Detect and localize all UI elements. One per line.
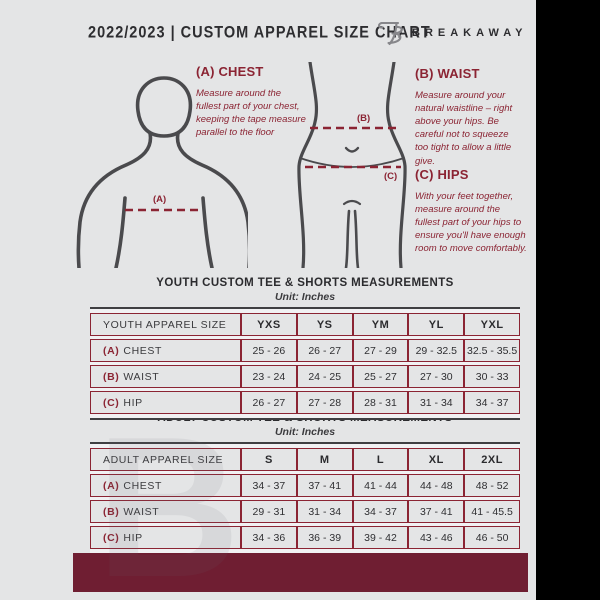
- youth-header-label: YOUTH APPAREL SIZE: [90, 313, 241, 336]
- measurement-cell: 30 - 33: [464, 365, 520, 388]
- measurement-cell: 28 - 31: [352, 391, 409, 414]
- youth-size-table: YOUTH APPAREL SIZE YXS YS YM YL YXL (A) C…: [90, 307, 520, 420]
- adult-header-row: ADULT APPAREL SIZE S M L XL 2XL: [90, 448, 520, 471]
- right-letterbox: [536, 0, 600, 600]
- adult-size-table: ADULT APPAREL SIZE S M L XL 2XL (A) CHEST…: [90, 442, 520, 555]
- measurement-cell: 46 - 50: [464, 526, 520, 549]
- measurement-cell: 27 - 30: [408, 365, 465, 388]
- measurement-cell: 37 - 41: [408, 500, 465, 523]
- hips-instruction-heading: (C) HIPS: [415, 167, 469, 182]
- row-key: (B): [103, 505, 120, 518]
- measurement-cell: 29 - 31: [241, 500, 297, 523]
- row-key: (A): [103, 479, 120, 492]
- row-label: (C) HIP: [90, 391, 241, 414]
- row-key: (C): [103, 396, 120, 409]
- row-name: WAIST: [123, 370, 160, 383]
- row-key: (C): [103, 531, 120, 544]
- size-column-header: S: [241, 448, 297, 471]
- measurement-cell: 44 - 48: [408, 474, 465, 497]
- row-name: HIP: [123, 396, 143, 409]
- size-column-header: L: [352, 448, 409, 471]
- measurement-cell: 36 - 39: [296, 526, 353, 549]
- adult-chest-row: (A) CHEST 34 - 37 37 - 41 41 - 44 44 - 48…: [90, 474, 520, 497]
- waist-line-label: (B): [357, 113, 371, 124]
- measurement-cell: 29 - 32.5: [408, 339, 465, 362]
- row-name: WAIST: [123, 505, 160, 518]
- measurement-cell: 37 - 41: [296, 474, 353, 497]
- measurement-cell: 31 - 34: [296, 500, 353, 523]
- measurement-cell: 27 - 28: [296, 391, 353, 414]
- chest-instruction-heading: (A) CHEST: [196, 64, 264, 79]
- size-column-header: M: [296, 448, 353, 471]
- size-column-header: YXS: [241, 313, 297, 336]
- chest-line-label: (A): [153, 194, 167, 205]
- row-label: (B) WAIST: [90, 500, 241, 523]
- waist-instruction-text: Measure around your natural waistline – …: [415, 90, 513, 167]
- measurement-cell: 34 - 37: [352, 500, 409, 523]
- size-column-header: YS: [296, 313, 353, 336]
- measurement-cell: 41 - 45.5: [464, 500, 520, 523]
- measurement-cell: 26 - 27: [296, 339, 353, 362]
- measurement-cell: 34 - 37: [241, 474, 297, 497]
- measurement-cell: 34 - 36: [241, 526, 297, 549]
- row-name: CHEST: [123, 344, 162, 357]
- youth-chest-row: (A) CHEST 25 - 26 26 - 27 27 - 29 29 - 32…: [90, 339, 520, 362]
- waist-instruction-heading: (B) WAIST: [415, 66, 480, 81]
- measurement-cell: 48 - 52: [464, 474, 520, 497]
- row-name: CHEST: [123, 479, 162, 492]
- size-chart-document: 2022/2023 | CUSTOM APPAREL SIZE CHART BR…: [0, 0, 536, 600]
- measurement-cell: 41 - 44: [352, 474, 409, 497]
- measurement-cell: 34 - 37: [464, 391, 520, 414]
- youth-table-unit: Unit: Inches: [274, 291, 336, 303]
- row-label: (A) CHEST: [90, 474, 241, 497]
- youth-header-row: YOUTH APPAREL SIZE YXS YS YM YL YXL: [90, 313, 520, 336]
- measurement-cell: 43 - 46: [408, 526, 465, 549]
- measurement-cell: 27 - 29: [352, 339, 409, 362]
- measurement-cell: 26 - 27: [241, 391, 297, 414]
- measurement-cell: 24 - 25: [296, 365, 353, 388]
- brand-name: BREAKAWAY: [412, 27, 528, 39]
- adult-table-unit: Unit: Inches: [274, 426, 336, 438]
- upper-torso-figure: [76, 76, 248, 268]
- row-label: (B) WAIST: [90, 365, 241, 388]
- measurement-cell: 23 - 24: [241, 365, 297, 388]
- measurement-cell: 25 - 26: [241, 339, 297, 362]
- measurement-cell: 31 - 34: [408, 391, 465, 414]
- size-column-header: YXL: [464, 313, 520, 336]
- row-key: (A): [103, 344, 120, 357]
- row-label: (C) HIP: [90, 526, 241, 549]
- hips-line-label: (C): [384, 171, 398, 182]
- lower-torso-figure: [297, 62, 407, 268]
- youth-hip-row: (C) HIP 26 - 27 27 - 28 28 - 31 31 - 34 3…: [90, 391, 520, 414]
- adult-hip-row: (C) HIP 34 - 36 36 - 39 39 - 42 43 - 46 4…: [90, 526, 520, 549]
- row-name: HIP: [123, 531, 143, 544]
- size-column-header: XL: [408, 448, 465, 471]
- size-column-header: YM: [352, 313, 409, 336]
- youth-table-title: YOUTH CUSTOM TEE & SHORTS MEASUREMENTS: [156, 277, 454, 289]
- adult-waist-row: (B) WAIST 29 - 31 31 - 34 34 - 37 37 - 41…: [90, 500, 520, 523]
- row-label: (A) CHEST: [90, 339, 241, 362]
- footer-bar: [73, 553, 528, 592]
- youth-waist-row: (B) WAIST 23 - 24 24 - 25 25 - 27 27 - 30…: [90, 365, 520, 388]
- measurement-cell: 39 - 42: [352, 526, 409, 549]
- measurement-cell: 25 - 27: [352, 365, 409, 388]
- chest-instruction-text: Measure around the fullest part of your …: [196, 88, 306, 139]
- size-column-header: YL: [408, 313, 465, 336]
- hips-instruction-text: With your feet together, measure around …: [415, 191, 527, 255]
- page-title: 2022/2023 | CUSTOM APPAREL SIZE CHART: [88, 24, 431, 42]
- adult-header-label: ADULT APPAREL SIZE: [90, 448, 241, 471]
- row-key: (B): [103, 370, 120, 383]
- breakaway-logo-icon: [378, 21, 403, 46]
- size-column-header: 2XL: [464, 448, 520, 471]
- measurement-cell: 32.5 - 35.5: [464, 339, 520, 362]
